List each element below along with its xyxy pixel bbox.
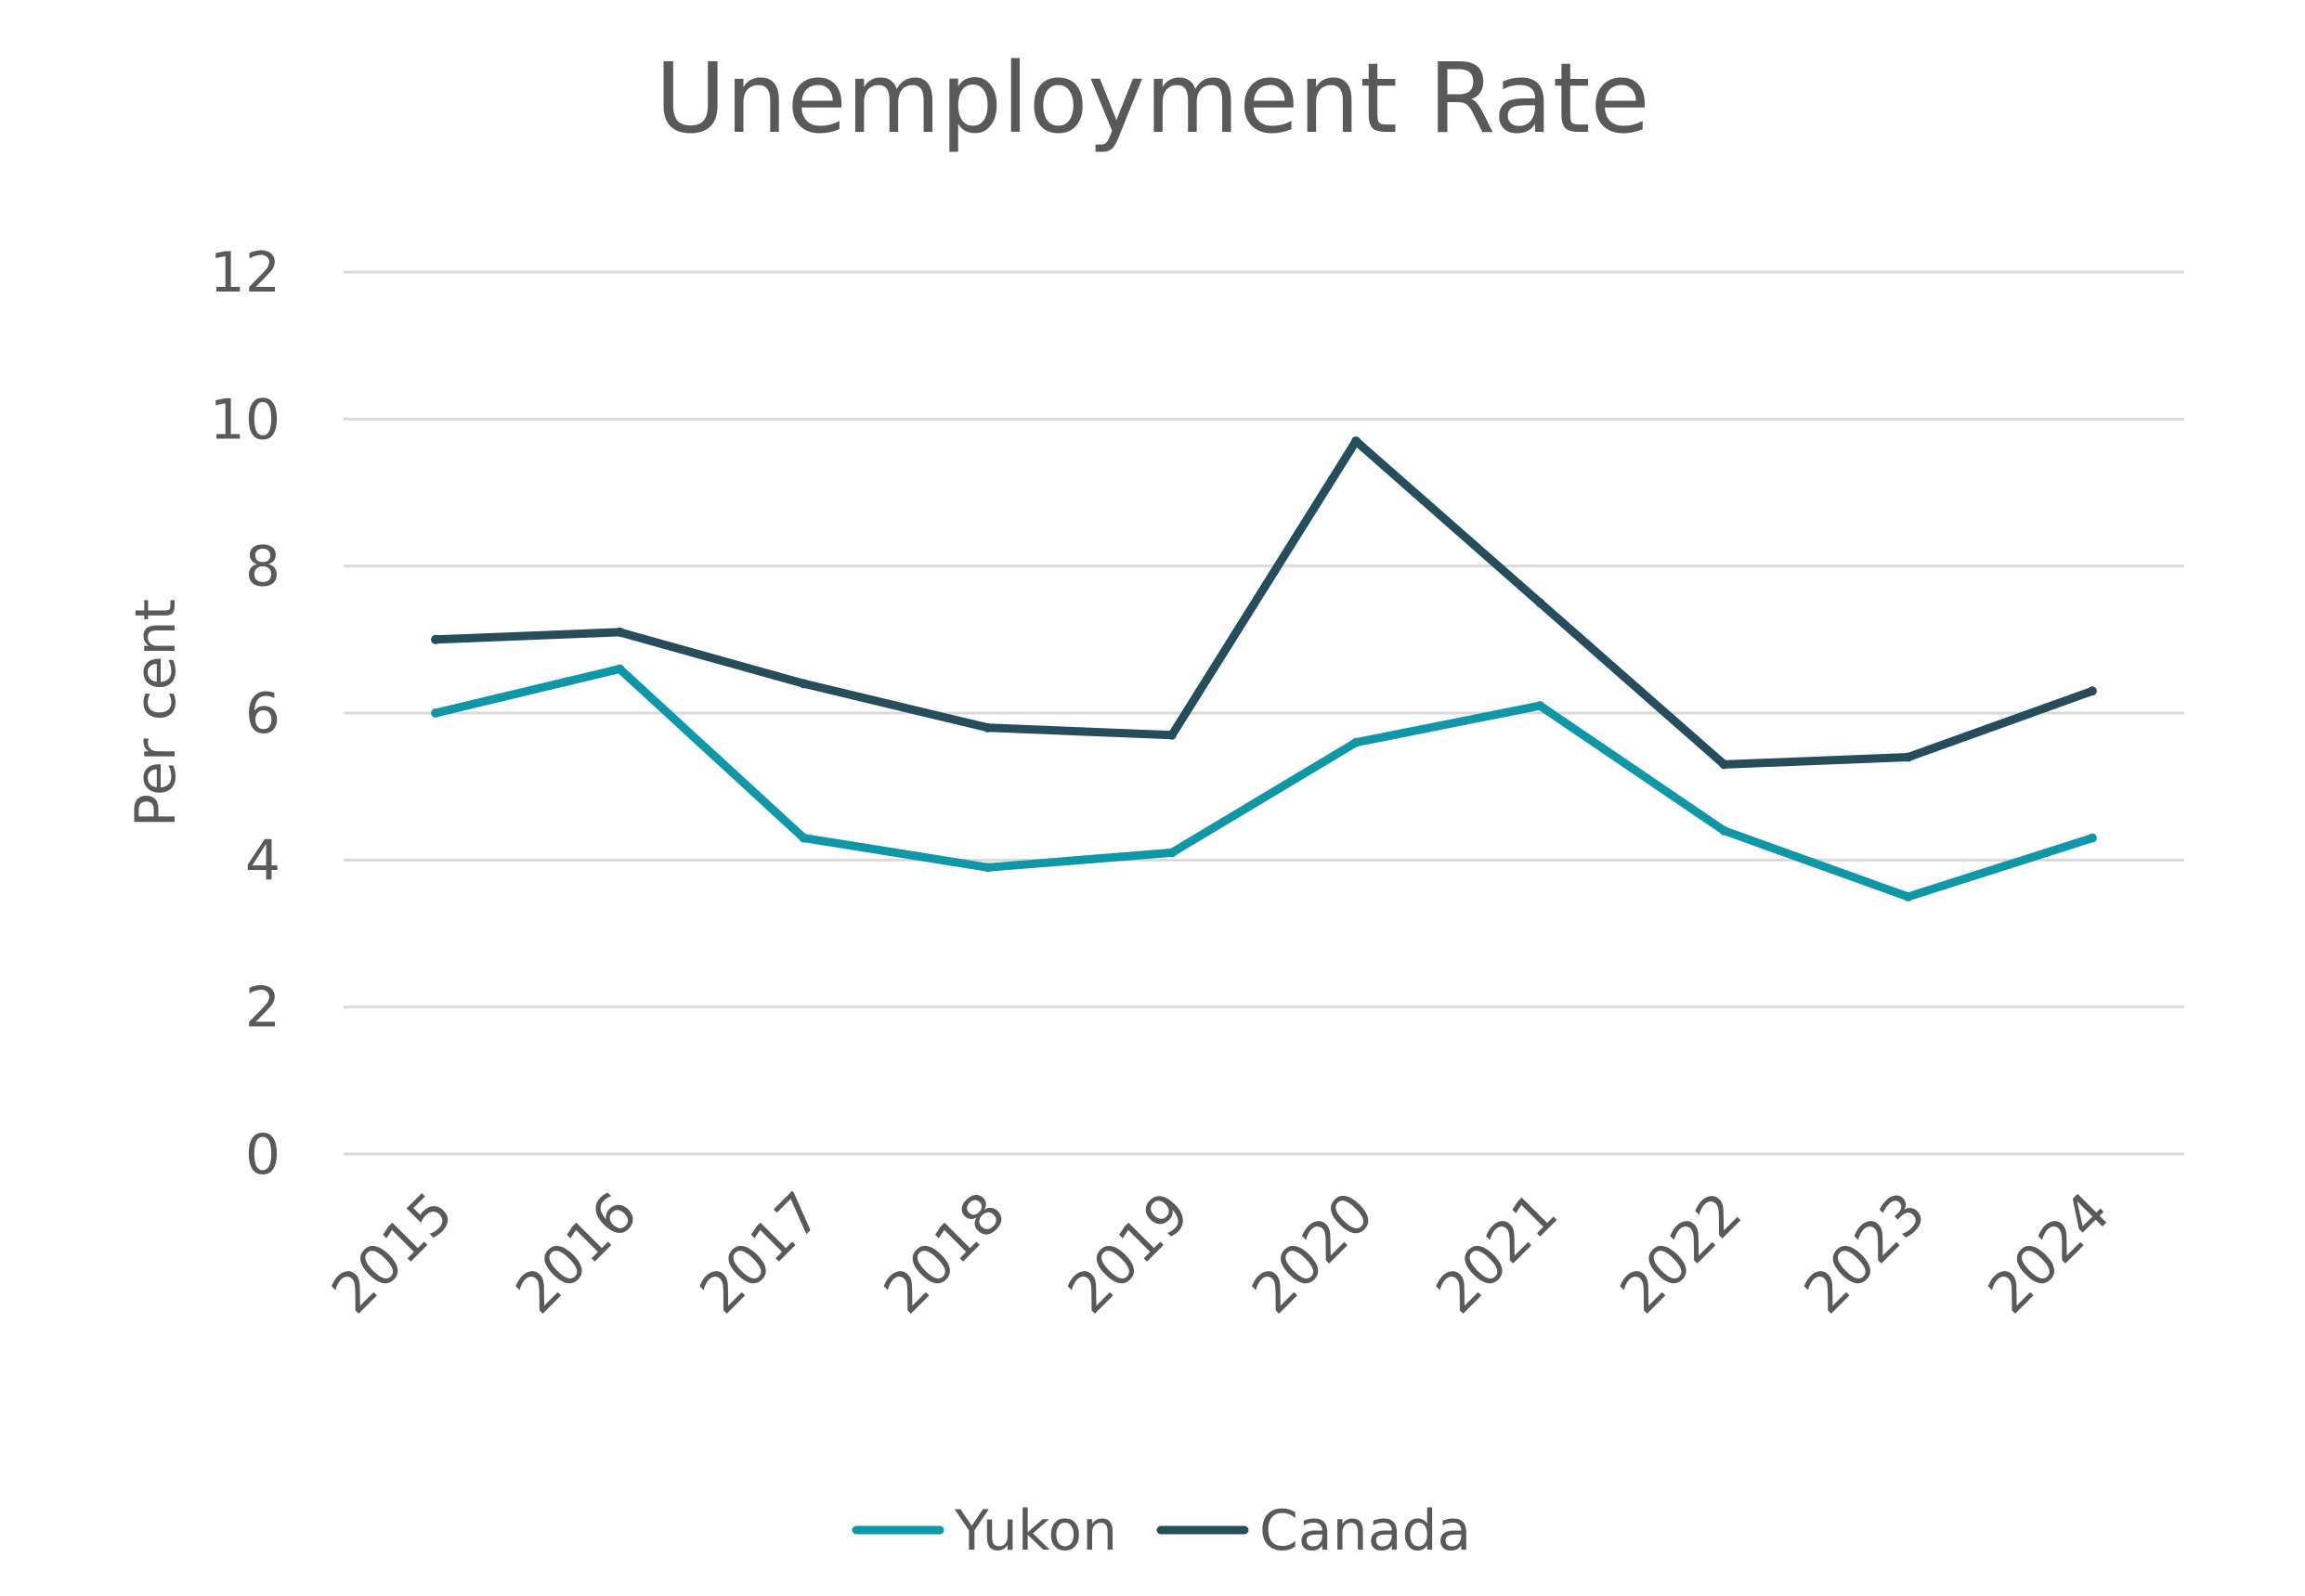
y-tick-label: 8 — [245, 535, 280, 600]
legend-label-canada: Canada — [1259, 1499, 1471, 1564]
x-tick-label: 2016 — [503, 1180, 649, 1326]
data-point-yukon — [799, 833, 809, 843]
data-point-canada — [983, 722, 993, 733]
data-point-yukon — [983, 863, 993, 873]
data-point-canada — [615, 627, 625, 637]
x-tick-label: 2018 — [872, 1180, 1018, 1326]
data-point-yukon — [1903, 891, 1913, 902]
data-point-yukon — [1719, 825, 1729, 836]
y-tick-label: 12 — [210, 240, 280, 305]
data-point-canada — [1351, 436, 1361, 447]
y-tick-label: 6 — [245, 681, 280, 746]
legend-label-yukon: Yukon — [954, 1499, 1117, 1564]
chart-title: Unemployment Rate — [656, 42, 1650, 155]
y-tick-label: 0 — [245, 1122, 280, 1187]
y-axis-ticks: 0 2 4 6 8 10 12 — [210, 240, 280, 1187]
data-point-canada — [2087, 686, 2097, 696]
series-line-canada — [431, 436, 2097, 769]
data-point-canada — [1166, 730, 1177, 740]
data-point-canada — [799, 679, 809, 689]
series-line-yukon — [431, 665, 2097, 902]
legend: Yukon Canada — [852, 1499, 1471, 1564]
data-point-canada — [1719, 759, 1729, 770]
gridlines — [344, 270, 2184, 1156]
data-point-yukon — [615, 664, 625, 674]
x-tick-label: 2017 — [688, 1180, 834, 1326]
x-tick-label: 2019 — [1056, 1180, 1202, 1326]
x-tick-label: 2022 — [1608, 1180, 1754, 1326]
x-tick-label: 2021 — [1424, 1180, 1569, 1326]
data-point-canada — [431, 634, 441, 644]
data-point-yukon — [1166, 848, 1177, 858]
data-point-yukon — [1351, 737, 1361, 747]
y-tick-label: 4 — [245, 828, 280, 893]
data-point-canada — [1903, 752, 1913, 762]
x-tick-label: 2015 — [319, 1180, 465, 1326]
x-tick-label: 2023 — [1792, 1180, 1938, 1326]
data-point-yukon — [2087, 833, 2097, 843]
x-axis-ticks: 2015 2016 2017 2018 2019 2020 2021 2022 2023 2024 — [319, 1180, 2122, 1326]
series-lines — [431, 436, 2097, 902]
y-tick-label: 2 — [245, 976, 280, 1041]
x-tick-label: 2024 — [1976, 1180, 2122, 1326]
data-point-yukon — [431, 708, 441, 718]
data-point-yukon — [1535, 701, 1545, 711]
y-axis-label: Per cent — [124, 599, 189, 827]
y-tick-label: 10 — [210, 387, 280, 452]
data-point-canada — [1535, 598, 1545, 608]
x-tick-label: 2020 — [1240, 1180, 1386, 1326]
